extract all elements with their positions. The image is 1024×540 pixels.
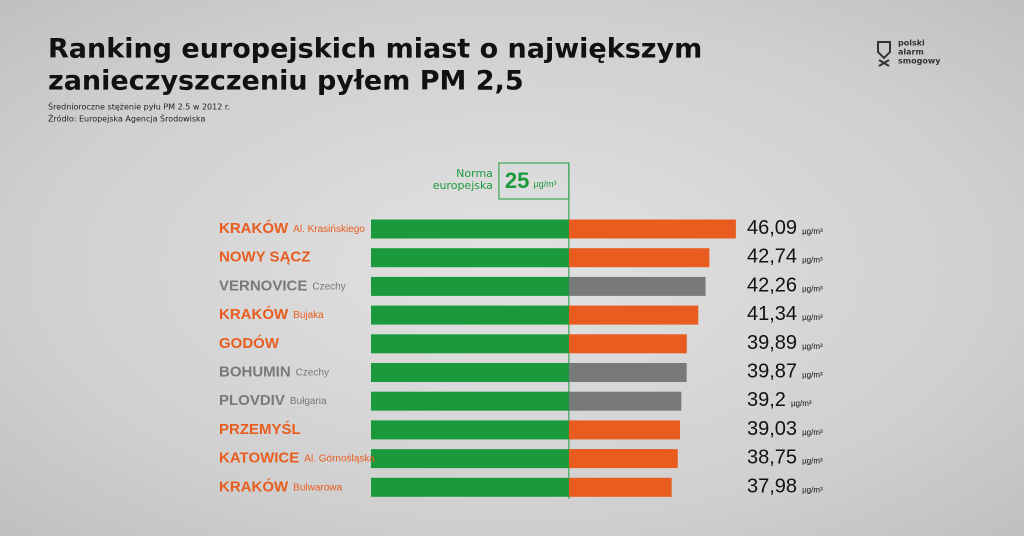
value-unit: µg/m³ [802,285,823,294]
bar [568,363,687,382]
bar-base [371,449,569,469]
bar [568,334,687,354]
bar-base [371,248,569,268]
category-detail: Al. Górnośląska [304,453,375,464]
category-label: BOHUMIN Czechy [219,363,329,380]
category-label: PLOVDIV Bułgaria [219,392,327,409]
category-detail: Al. Krasińskiego [293,224,365,235]
bar-base [371,276,569,296]
value-number: 39,03 [747,418,797,440]
value-label: 39,2 µg/m³ [747,389,812,411]
bar [568,449,678,469]
category-name: KRAKÓW [219,219,289,237]
logo-icon [877,41,891,67]
logo: polski alarm smogowy [877,39,941,67]
threshold-value: 25 µg/m³ [505,168,557,193]
category-name: GODÓW [219,334,280,352]
threshold-label: europejska [433,179,493,192]
category-name: PRZEMYŚL [219,420,301,438]
bar [568,391,682,411]
value-unit: µg/m³ [791,399,812,408]
value-unit: µg/m³ [802,227,823,236]
bar [568,276,706,296]
category-label: KRAKÓW Al. Krasińskiego [219,219,365,237]
bar [568,219,736,239]
category-name: VERNOVICE [219,277,307,294]
category-label: GODÓW [219,334,280,352]
value-label: 41,34 µg/m³ [747,303,823,325]
category-detail: Bulwarowa [293,482,342,493]
title: Ranking europejskich miast o największym [48,34,702,65]
value-label: 39,89 µg/m³ [747,332,823,354]
bar-base [371,334,569,354]
category-label: KRAKÓW Bujaka [219,305,324,323]
value-unit: µg/m³ [802,342,823,351]
category-detail: Czechy [312,281,345,292]
category-name: NOWY SĄCZ [219,249,310,266]
title: zanieczyszczeniu pyłem PM 2,5 [48,66,524,97]
value-label: 37,98 µg/m³ [747,476,823,498]
category-label: KRAKÓW Bulwarowa [219,477,343,495]
bar-base [371,363,569,382]
category-label: PRZEMYŚL [219,420,301,438]
logo-text: smogowy [898,57,941,66]
bar [568,420,680,440]
value-unit: µg/m³ [802,428,823,437]
bar-base [371,391,569,411]
value-label: 39,03 µg/m³ [747,418,823,440]
category-name: PLOVDIV [219,392,285,409]
value-number: 46,09 [747,217,797,239]
bar-base [371,477,569,497]
value-number: 38,75 [747,447,797,469]
value-unit: µg/m³ [802,371,823,380]
logo-text: alarm [898,48,924,57]
value-unit: µg/m³ [802,256,823,265]
threshold-unit: µg/m³ [533,179,556,189]
value-label: 42,26 µg/m³ [747,275,823,297]
logo-text: polski [898,39,925,48]
value-number: 42,74 [747,246,797,268]
bar-base [371,219,569,239]
value-number: 42,26 [747,275,797,297]
threshold-number: 25 [505,168,529,193]
value-unit: µg/m³ [802,457,823,466]
bar [568,305,699,325]
value-number: 41,34 [747,303,797,325]
bar [568,477,672,497]
category-label: VERNOVICE Czechy [219,277,346,294]
value-number: 37,98 [747,476,797,498]
category-name: BOHUMIN [219,363,291,380]
bar-base [371,420,569,440]
bar [568,248,710,268]
category-name: KRAKÓW [219,305,289,323]
threshold-label: Norma [456,167,493,180]
value-unit: µg/m³ [802,313,823,322]
threshold-box [498,162,570,200]
value-label: 42,74 µg/m³ [747,246,823,268]
subtitle: Średnioroczne stężenie pyłu PM 2.5 w 201… [48,101,230,112]
value-number: 39,87 [747,361,797,383]
category-detail: Bujaka [293,310,324,321]
category-label: NOWY SĄCZ [219,249,310,266]
value-label: 39,87 µg/m³ [747,361,823,383]
bar-base [371,305,569,325]
category-detail: Bułgaria [290,396,327,407]
source: Źródło: Europejska Agencja Środowiska [48,113,206,124]
category-detail: Czechy [296,367,329,378]
category-name: KRAKÓW [219,477,289,495]
value-number: 39,2 [747,389,786,411]
value-label: 46,09 µg/m³ [747,217,823,239]
value-label: 38,75 µg/m³ [747,447,823,469]
value-unit: µg/m³ [802,485,823,494]
category-name: KATOWICE [219,450,299,467]
category-label: KATOWICE Al. Górnośląska [219,450,375,467]
value-number: 39,89 [747,332,797,354]
